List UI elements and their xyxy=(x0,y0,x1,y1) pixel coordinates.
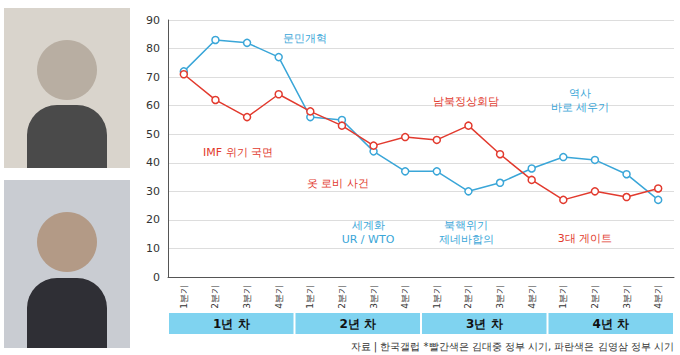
svg-text:40: 40 xyxy=(146,156,160,169)
svg-text:3분기: 3분기 xyxy=(369,285,379,309)
svg-text:역사: 역사 xyxy=(569,87,591,100)
svg-text:2분기: 2분기 xyxy=(590,285,600,309)
svg-text:1분기: 1분기 xyxy=(305,285,315,309)
svg-text:자료 | 한국갤럽 *빨간색은 김대중 정부 시기, 파란색: 자료 | 한국갤럽 *빨간색은 김대중 정부 시기, 파란색은 김영삼 정부 시… xyxy=(351,341,674,353)
svg-text:4분기: 4분기 xyxy=(527,285,537,309)
svg-text:1분기: 1분기 xyxy=(179,285,189,309)
svg-text:80: 80 xyxy=(146,42,160,55)
svg-text:3분기: 3분기 xyxy=(242,285,252,309)
svg-text:IMF 위기 국면: IMF 위기 국면 xyxy=(203,146,273,159)
svg-text:4분기: 4분기 xyxy=(653,285,663,309)
svg-text:2분기: 2분기 xyxy=(337,285,347,309)
svg-text:문민개혁: 문민개혁 xyxy=(283,32,327,45)
svg-text:바로 세우기: 바로 세우기 xyxy=(551,101,610,114)
svg-text:60: 60 xyxy=(146,99,160,112)
svg-text:10: 10 xyxy=(146,242,160,255)
svg-text:남북정상회담: 남북정상회담 xyxy=(433,95,499,108)
svg-text:세계화: 세계화 xyxy=(352,219,385,232)
svg-text:70: 70 xyxy=(146,71,160,84)
svg-text:2년 차: 2년 차 xyxy=(339,317,376,331)
svg-text:50: 50 xyxy=(146,128,160,141)
svg-text:1년 차: 1년 차 xyxy=(213,317,250,331)
svg-text:3년 차: 3년 차 xyxy=(466,317,503,331)
svg-text:UR / WTO: UR / WTO xyxy=(342,233,395,246)
svg-text:20: 20 xyxy=(146,213,160,226)
svg-text:1분기: 1분기 xyxy=(432,285,442,309)
svg-text:2분기: 2분기 xyxy=(463,285,473,309)
svg-text:3분기: 3분기 xyxy=(495,285,505,309)
svg-text:3분기: 3분기 xyxy=(622,285,632,309)
svg-text:90: 90 xyxy=(146,14,160,27)
svg-text:0: 0 xyxy=(153,271,160,284)
svg-text:30: 30 xyxy=(146,185,160,198)
svg-text:4년 차: 4년 차 xyxy=(592,317,629,331)
svg-text:북핵위기: 북핵위기 xyxy=(444,219,488,232)
svg-text:옷 로비 사건: 옷 로비 사건 xyxy=(307,177,369,190)
svg-text:1분기: 1분기 xyxy=(558,285,568,309)
svg-text:4분기: 4분기 xyxy=(274,285,284,309)
svg-text:4분기: 4분기 xyxy=(400,285,410,309)
svg-text:3대 게이트: 3대 게이트 xyxy=(558,232,613,245)
svg-text:2분기: 2분기 xyxy=(210,285,220,309)
svg-text:제네바합의: 제네바합의 xyxy=(439,233,494,246)
